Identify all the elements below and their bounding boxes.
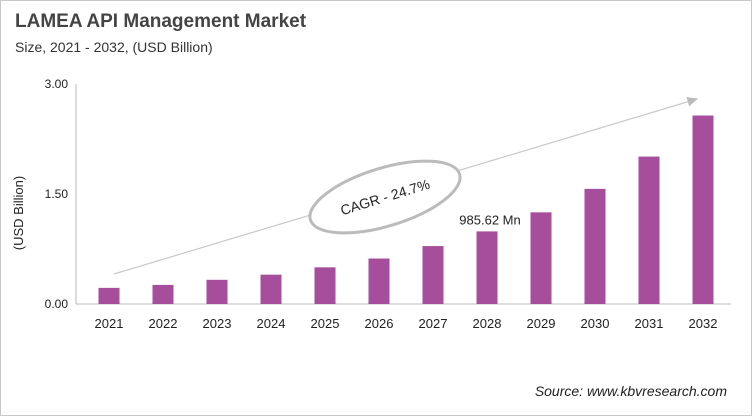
- bar-2031: [638, 156, 660, 304]
- x-tick-label: 2031: [635, 316, 664, 331]
- data-label: 985.62 Mn: [459, 212, 520, 227]
- x-tick-label: 2026: [365, 316, 394, 331]
- bar-2022: [152, 284, 174, 304]
- x-tick-label: 2023: [203, 316, 232, 331]
- bar-2032: [692, 115, 714, 305]
- bar-2026: [368, 258, 390, 304]
- cagr-ellipse: [308, 159, 462, 235]
- y-tick-label: 0.00: [45, 297, 69, 311]
- x-tick-label: 2024: [257, 316, 286, 331]
- x-tick-label: 2027: [419, 316, 448, 331]
- x-tick-label: 2032: [689, 316, 718, 331]
- x-tick-label: 2021: [95, 316, 124, 331]
- chart-subtitle: Size, 2021 - 2032, (USD Billion): [15, 39, 213, 55]
- bar-2025: [314, 267, 336, 304]
- x-tick-label: 2028: [473, 316, 502, 331]
- source-note: Source: www.kbvresearch.com: [534, 383, 727, 399]
- y-tick-label: 3.00: [45, 77, 69, 91]
- chart-title: LAMEA API Management Market: [15, 11, 307, 32]
- bar-2024: [260, 274, 282, 304]
- x-tick-label: 2022: [149, 316, 178, 331]
- y-axis-label: (USD Billion): [11, 176, 26, 250]
- bar-2029: [530, 212, 552, 304]
- y-tick-label: 1.50: [45, 187, 69, 201]
- bar-2023: [206, 279, 228, 304]
- bar-2021: [98, 287, 120, 304]
- bar-2028: [476, 231, 498, 304]
- x-tick-label: 2029: [527, 316, 556, 331]
- bar-2027: [422, 246, 444, 304]
- x-tick-label: 2030: [581, 316, 610, 331]
- x-tick-label: 2025: [311, 316, 340, 331]
- bar-2030: [584, 188, 606, 304]
